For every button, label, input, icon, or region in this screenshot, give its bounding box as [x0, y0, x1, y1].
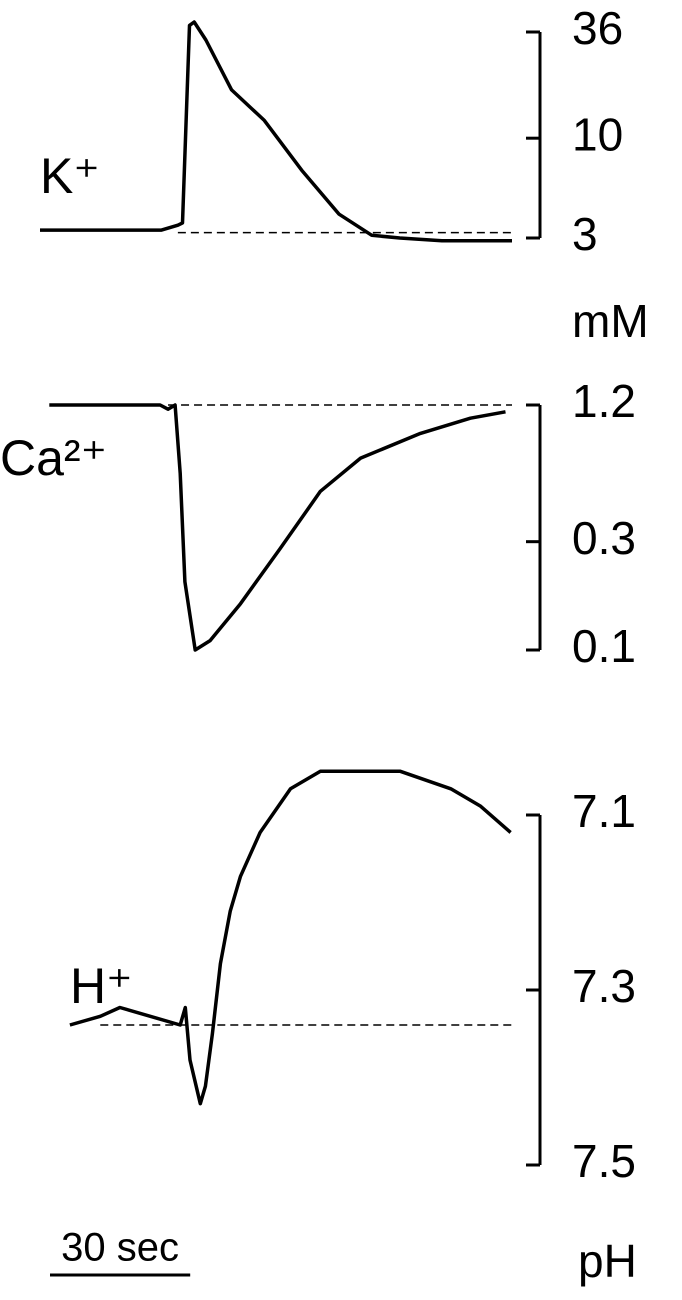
y-tick-label: 7.5 [572, 1135, 636, 1187]
ion-label: Ca²⁺ [0, 430, 107, 486]
y-tick-label: 1.2 [572, 375, 636, 427]
trace [69, 769, 512, 1106]
y-tick-label: 7.3 [572, 960, 636, 1012]
unit-label: mM [572, 295, 649, 347]
trace [49, 403, 506, 652]
scale-bar-label: 30 sec [61, 1226, 179, 1270]
y-tick-label: 10 [572, 108, 623, 160]
unit-label: pH [578, 1235, 637, 1287]
ion-label: K⁺ [40, 148, 100, 204]
ion-label: H⁺ [70, 958, 133, 1014]
y-tick-label: 36 [572, 2, 623, 54]
y-tick-label: 3 [572, 208, 598, 260]
y-tick-label: 7.1 [572, 785, 636, 837]
trace [40, 20, 512, 243]
y-tick-label: 0.3 [572, 512, 636, 564]
y-tick-label: 0.1 [572, 620, 636, 672]
